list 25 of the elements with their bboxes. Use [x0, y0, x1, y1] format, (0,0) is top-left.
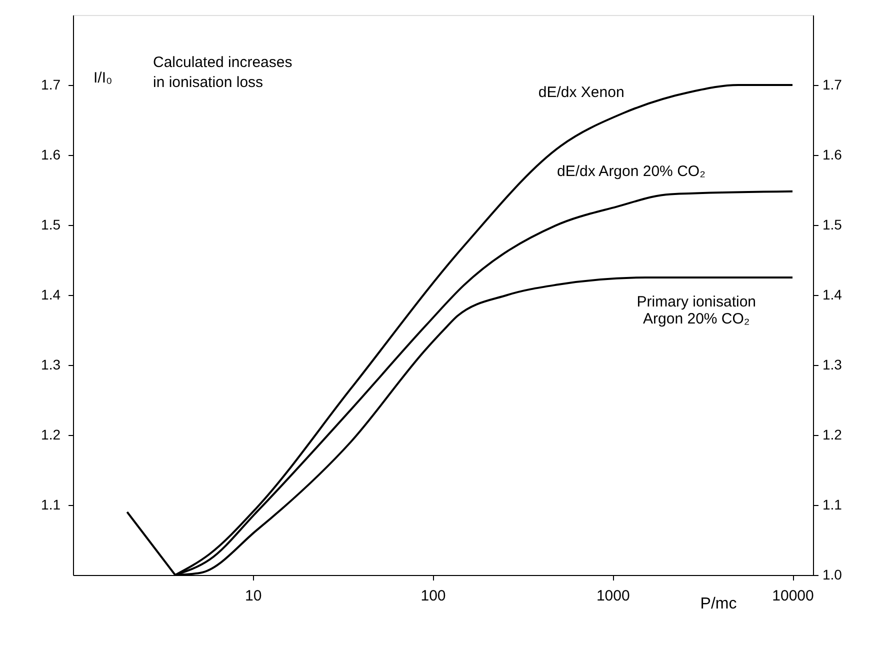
y-tick-label: 1.2: [41, 426, 61, 442]
y2-tick-label: 1.2: [822, 426, 842, 442]
x-tick-label: 10000: [772, 588, 814, 604]
y-tick-label: 1.6: [41, 146, 61, 162]
x-tick-label: 1000: [596, 588, 630, 604]
annotation: dE/dx Xenon: [538, 84, 624, 101]
annotation: dE/dx Argon 20% CO₂: [556, 163, 706, 180]
y2-tick-label: 1.1: [822, 496, 842, 512]
y2-tick-label: 1.5: [822, 216, 842, 232]
y-tick-label: 1.4: [41, 286, 61, 302]
y-tick-label: 1.5: [41, 216, 61, 232]
x-tick-label: 10: [245, 588, 262, 604]
y2-tick-label: 1.7: [822, 76, 842, 92]
y-tick-label: 1.3: [41, 356, 61, 372]
annotation: Primary ionisation Argon 20% CO₂: [636, 294, 756, 328]
x-tick-label: 100: [420, 588, 446, 604]
y-axis-title: I/I₀: [94, 70, 112, 86]
x-axis-title: P/mc: [700, 596, 737, 612]
y-tick-label: 1.1: [41, 496, 61, 512]
y-tick-label: 1.7: [41, 76, 61, 92]
annotation: Calculated increases in ionisation loss: [153, 54, 292, 91]
y2-tick-label: 1.3: [822, 356, 842, 372]
y2-tick-label: 1.4: [822, 286, 842, 302]
y2-tick-label: 1.6: [822, 146, 842, 162]
y2-tick-label: 1.0: [822, 566, 842, 582]
